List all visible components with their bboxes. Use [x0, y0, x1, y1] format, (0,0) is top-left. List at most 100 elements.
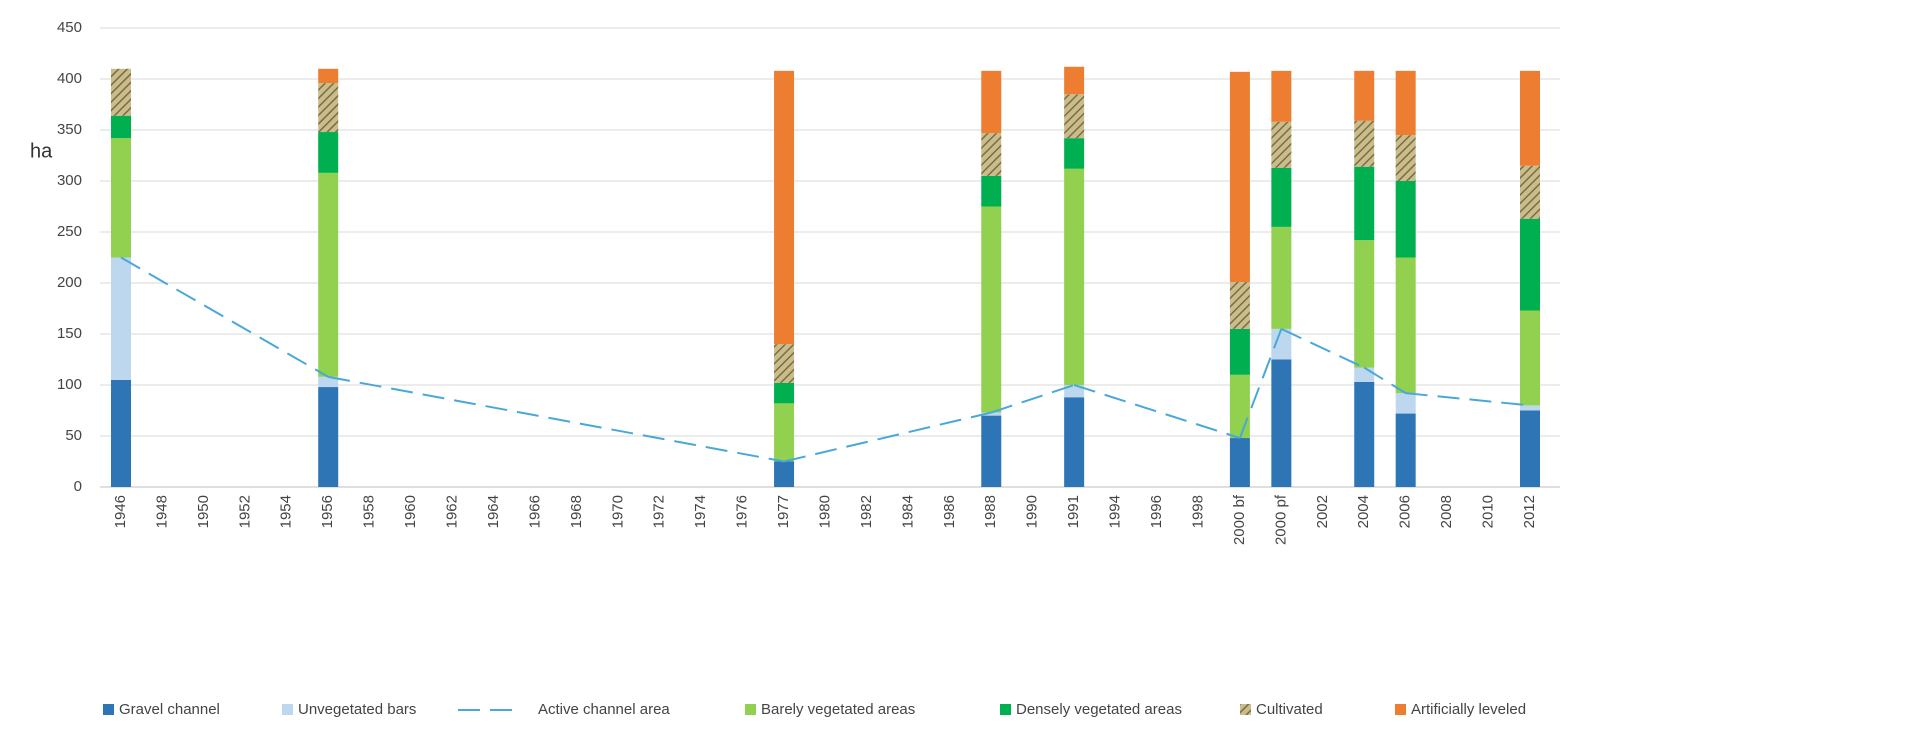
bar-segment: [981, 415, 1002, 487]
y-tick-label: 400: [57, 70, 82, 87]
legend-label: Gravel channel: [119, 701, 220, 718]
bar-segment: [1064, 397, 1085, 487]
y-tick-label: 150: [57, 325, 82, 342]
bar-segment: [774, 461, 795, 487]
bar-segment: [1395, 70, 1416, 136]
y-tick-label: 100: [57, 376, 82, 393]
bar-segment: [1395, 393, 1416, 414]
bar-segment: [1064, 94, 1085, 139]
bar-segment: [1520, 218, 1540, 311]
bar-segment: [1395, 181, 1416, 258]
bar-segment: [1354, 240, 1375, 368]
x-tick-label: 2002: [1314, 495, 1331, 528]
x-tick-label: 1970: [609, 495, 626, 528]
bar-segment: [111, 115, 131, 139]
y-tick-label: 200: [57, 274, 82, 291]
x-tick-label: 2000 bf: [1231, 494, 1248, 545]
bar-segment: [318, 387, 339, 487]
y-axis-label: ha: [30, 140, 53, 162]
bar-segment: [1520, 410, 1540, 487]
legend-label: Active channel area: [538, 701, 670, 718]
x-tick-label: 1990: [1024, 495, 1041, 528]
line-segment: [1238, 328, 1283, 439]
legend-label: Cultivated: [1256, 701, 1323, 718]
bar-segment: [318, 376, 339, 388]
bar-segment: [1520, 70, 1540, 166]
bar-segment: [1520, 310, 1540, 406]
legend-label: Barely vegetated areas: [761, 701, 915, 718]
bar-segment: [111, 138, 131, 258]
bar-segment: [1271, 167, 1292, 227]
x-tick-label: 1996: [1148, 495, 1165, 528]
legend-swatch: [282, 704, 293, 715]
line-segment: [120, 256, 329, 378]
bar-segment: [111, 257, 131, 380]
line-segment: [328, 375, 785, 463]
x-tick-label: 1948: [153, 495, 170, 528]
line-segment: [1363, 366, 1407, 395]
bar-segment: [1064, 66, 1085, 95]
bar-segment: [318, 68, 339, 84]
x-tick-label: 1977: [775, 495, 792, 528]
bar-segment: [1229, 281, 1250, 329]
x-tick-label: 1950: [195, 495, 212, 528]
bar-segment: [1395, 413, 1416, 487]
x-tick-label: 1988: [982, 495, 999, 528]
x-tick-label: 1998: [1189, 495, 1206, 528]
x-tick-label: 2000 pf: [1272, 494, 1289, 545]
line-segment: [783, 411, 992, 463]
y-tick-label: 0: [74, 478, 82, 495]
bar-segment: [981, 206, 1002, 413]
bar-segment: [111, 379, 131, 487]
x-tick-label: 1960: [402, 495, 419, 528]
bar-segment: [1271, 226, 1292, 329]
x-tick-label: 2012: [1521, 495, 1538, 528]
bar-segment: [774, 70, 795, 345]
bar-segment: [981, 133, 1002, 176]
x-tick-label: 1956: [319, 495, 336, 528]
legend-swatch: [745, 704, 756, 715]
x-tick-label: 1966: [526, 495, 543, 528]
legend-label: Artificially leveled: [1411, 701, 1526, 718]
x-tick-label: 1962: [443, 495, 460, 528]
x-tick-label: 1968: [568, 495, 585, 528]
y-tick-label: 350: [57, 121, 82, 138]
bar-segment: [774, 344, 795, 383]
x-tick-label: 1976: [734, 495, 751, 528]
bar-segment: [1354, 166, 1375, 241]
x-tick-label: 1986: [941, 495, 958, 528]
legend-swatch: [1000, 704, 1011, 715]
y-tick-label: 300: [57, 172, 82, 189]
bar-segment: [1520, 165, 1540, 219]
bar-segment: [318, 172, 339, 377]
bar-segment: [1064, 385, 1085, 398]
x-tick-label: 2010: [1480, 495, 1497, 528]
bar-segment: [1271, 359, 1292, 487]
bar-segment: [1271, 70, 1292, 122]
bar-segment: [1271, 121, 1292, 168]
line-segment: [1280, 327, 1365, 369]
line-segment: [1405, 392, 1531, 407]
x-tick-label: 1994: [1107, 495, 1124, 528]
bar-segment: [1271, 328, 1292, 360]
y-tick-label: 250: [57, 223, 82, 240]
bar-segment: [981, 175, 1002, 207]
line-segment: [990, 384, 1075, 414]
x-tick-label: 1984: [899, 495, 916, 528]
bar-segment: [1520, 405, 1540, 411]
bar-segment: [1354, 367, 1375, 382]
bar-segment: [1354, 120, 1375, 167]
bar-segment: [1354, 70, 1375, 121]
x-tick-label: 1980: [816, 495, 833, 528]
bar-segment: [1395, 135, 1416, 181]
line-segment: [1073, 384, 1241, 439]
bar-segment: [1229, 71, 1250, 282]
bar-segment: [111, 68, 131, 116]
x-tick-label: 2008: [1438, 495, 1455, 528]
y-tick-label: 450: [57, 19, 82, 36]
bar-segment: [981, 70, 1002, 134]
x-tick-label: 2004: [1355, 495, 1372, 528]
bar-segment: [1395, 257, 1416, 394]
bar-segment: [1229, 438, 1250, 487]
